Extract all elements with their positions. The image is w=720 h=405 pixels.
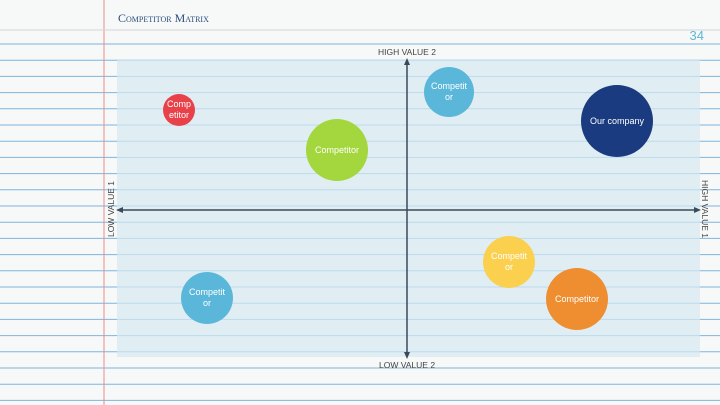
axis-label-top: HIGH VALUE 2 xyxy=(378,47,436,57)
axis-label-left: LOW VALUE 1 xyxy=(106,180,116,238)
bubble: Our company xyxy=(581,85,653,157)
bubble: Competitor xyxy=(546,268,608,330)
bubble: Competitor xyxy=(483,236,535,288)
page-number: 34 xyxy=(689,28,704,43)
title: Competitor Matrix xyxy=(118,11,209,25)
bubble: Competitor xyxy=(181,272,233,324)
bubble: Competitor xyxy=(424,67,474,117)
axis-label-bottom: LOW VALUE 2 xyxy=(379,360,436,370)
bubble: Competitor xyxy=(163,94,195,126)
axis-label-right: HIGH VALUE 1 xyxy=(700,180,710,238)
bubble: Competitor xyxy=(306,119,368,181)
